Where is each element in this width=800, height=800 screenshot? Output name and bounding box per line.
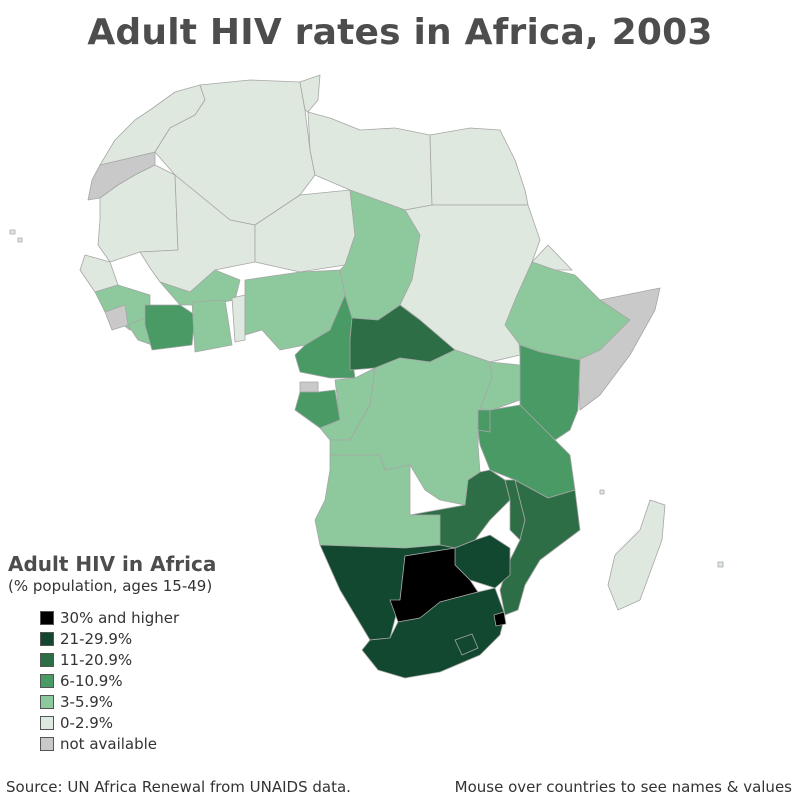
legend-label: 3-5.9% <box>60 692 114 711</box>
hover-hint: Mouse over countries to see names & valu… <box>454 778 792 796</box>
country-equatorial-guinea[interactable] <box>299 381 319 393</box>
country-benin[interactable] <box>231 294 246 343</box>
map-title: Adult HIV rates in Africa, 2003 <box>87 12 713 53</box>
country-ghana[interactable] <box>191 299 233 353</box>
legend-item: 11-20.9% <box>40 649 216 670</box>
country-swaziland[interactable] <box>493 611 507 627</box>
legend-subtitle: (% population, ages 15-49) <box>8 577 213 595</box>
legend-swatch <box>40 694 54 709</box>
country-kenya[interactable] <box>519 344 581 441</box>
legend-item: 21-29.9% <box>40 628 216 649</box>
country-sudan[interactable] <box>399 204 541 363</box>
legend-item: not available <box>40 733 216 754</box>
island-cape-verde <box>9 229 23 243</box>
country-egypt[interactable] <box>429 127 529 206</box>
legend-label: 0-2.9% <box>60 713 114 732</box>
country-somalia[interactable] <box>577 287 661 411</box>
legend-swatch <box>40 652 54 667</box>
legend-item: 0-2.9% <box>40 712 216 733</box>
legend-swatch <box>40 631 54 646</box>
legend-label: 30% and higher <box>60 608 180 627</box>
legend-title: Adult HIV in Africa <box>8 552 217 576</box>
country-tunisia[interactable] <box>299 74 321 113</box>
legend-item: 3-5.9% <box>40 691 216 712</box>
legend: Adult HIV in Africa (% population, ages … <box>8 552 216 754</box>
legend-label: 21-29.9% <box>60 629 133 648</box>
legend-swatch <box>40 715 54 730</box>
source-note: Source: UN Africa Renewal from UNAIDS da… <box>6 778 351 796</box>
legend-items: 30% and higher 21-29.9% 11-20.9% 6-10.9% 3-5… <box>8 607 216 754</box>
country-cote-divoire[interactable] <box>144 304 196 351</box>
legend-swatch <box>40 673 54 688</box>
legend-item: 6-10.9% <box>40 670 216 691</box>
legend-item: 30% and higher <box>40 607 216 628</box>
island-mauritius <box>717 561 724 568</box>
legend-swatch <box>40 736 54 751</box>
island-comoros <box>599 489 605 495</box>
legend-label: 11-20.9% <box>60 650 133 669</box>
legend-swatch <box>40 610 54 625</box>
country-burkina-faso[interactable] <box>159 269 241 306</box>
legend-label: not available <box>60 734 158 753</box>
country-south-africa[interactable] <box>361 587 506 679</box>
legend-label: 6-10.9% <box>60 671 123 690</box>
country-lesotho[interactable] <box>454 633 479 656</box>
country-madagascar[interactable] <box>607 499 666 611</box>
country-mozambique[interactable] <box>499 479 581 616</box>
